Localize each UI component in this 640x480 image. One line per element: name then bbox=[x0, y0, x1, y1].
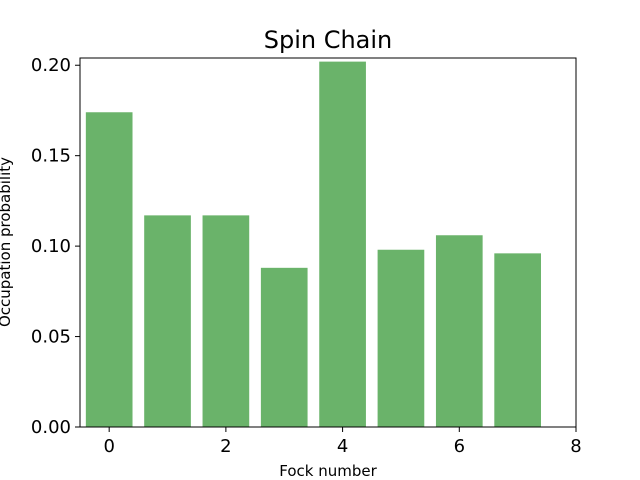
x-axis-ticks: 0 2 4 6 8 bbox=[103, 427, 582, 457]
bar-1 bbox=[144, 215, 191, 427]
bar-6 bbox=[435, 235, 483, 427]
bar-2 bbox=[202, 215, 250, 427]
plot-frame bbox=[79, 57, 577, 428]
bar-5 bbox=[377, 249, 425, 427]
bar-4 bbox=[319, 61, 366, 428]
y-tick-label: 0.10 bbox=[31, 236, 71, 257]
x-tick-label: 6 bbox=[454, 436, 465, 457]
bar-0 bbox=[85, 112, 133, 427]
x-tick-label: 2 bbox=[220, 436, 231, 457]
bar-3 bbox=[260, 267, 308, 427]
bar-7 bbox=[494, 253, 541, 427]
x-tick-label: 8 bbox=[570, 436, 581, 457]
x-axis-label: Fock number bbox=[279, 462, 377, 480]
x-tick-label: 0 bbox=[103, 436, 114, 457]
y-axis-ticks: 0.00 0.05 0.10 0.15 0.20 bbox=[31, 55, 80, 438]
y-tick-label: 0.05 bbox=[31, 327, 71, 348]
chart-title: Spin Chain bbox=[264, 26, 393, 54]
bars-group bbox=[85, 61, 541, 428]
y-tick-label: 0.20 bbox=[31, 55, 71, 76]
y-tick-label: 0.00 bbox=[31, 417, 71, 438]
y-axis-label: Occupation probability bbox=[0, 157, 14, 327]
x-tick-label: 4 bbox=[337, 436, 348, 457]
y-tick-label: 0.15 bbox=[31, 146, 71, 167]
